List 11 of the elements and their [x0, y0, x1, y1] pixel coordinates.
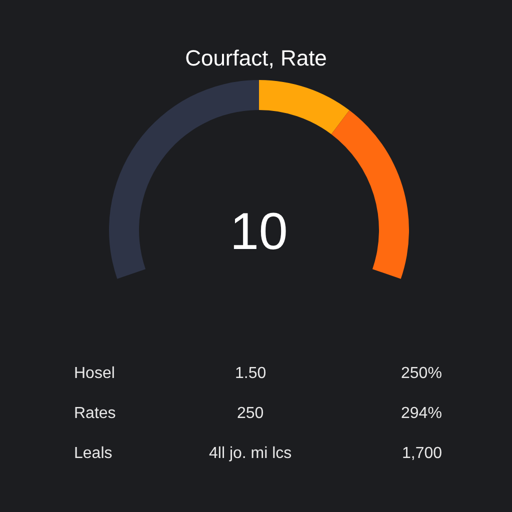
text: 1,700 — [402, 445, 442, 462]
text: 4ll jo. mi lcs — [209, 445, 292, 462]
text: 1.50 — [235, 365, 266, 382]
text: Hosel — [74, 365, 115, 382]
text: 250% — [401, 365, 442, 382]
text: Leals — [74, 445, 112, 462]
text: 294% — [401, 405, 442, 422]
chart-title: Courfact, Rate — [185, 46, 327, 71]
text: 250 — [237, 405, 264, 422]
text: Rates — [74, 405, 116, 422]
text: 10 — [230, 203, 288, 261]
